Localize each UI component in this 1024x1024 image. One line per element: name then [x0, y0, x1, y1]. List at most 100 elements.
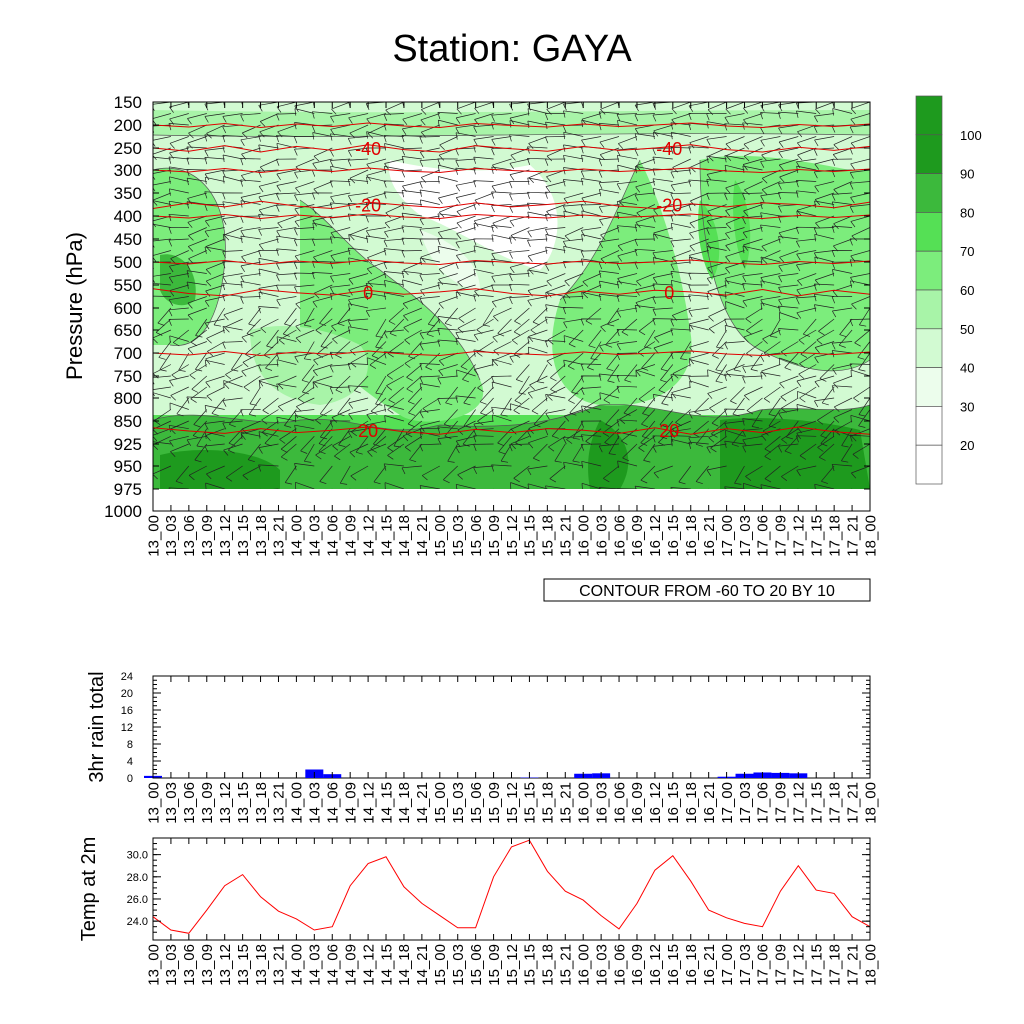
wind-barb — [751, 409, 763, 429]
wind-barb — [849, 204, 870, 213]
wind-barb — [404, 436, 423, 452]
wind-barb — [319, 465, 333, 485]
wind-barb — [295, 488, 297, 489]
wind-barb — [365, 202, 387, 210]
wind-barb — [258, 214, 279, 222]
wind-barb — [348, 326, 369, 334]
wind-barb — [455, 192, 476, 204]
wind-barb — [347, 318, 369, 328]
wind-barb — [745, 307, 763, 324]
wind-barb — [405, 420, 423, 438]
wind-barb — [455, 483, 476, 489]
wind-barb — [850, 280, 870, 288]
wind-barb — [563, 359, 584, 368]
x-tick-label: 14_06 — [325, 515, 342, 557]
wind-barb — [225, 364, 243, 380]
wind-barb — [350, 420, 369, 437]
wind-barb — [725, 429, 745, 438]
wind-barb — [186, 157, 207, 165]
wind-barb — [599, 188, 620, 197]
wind-barb — [527, 211, 548, 219]
colorbar-swatch — [915, 289, 943, 330]
temp-y-label: Temp at 2m — [78, 837, 100, 941]
wind-barb — [724, 123, 745, 131]
temperature-contour-label: -20 — [355, 196, 381, 216]
wind-barb — [383, 135, 404, 143]
wind-barb — [437, 435, 458, 445]
wind-barb — [419, 215, 440, 226]
wind-barb — [401, 237, 422, 245]
wind-barb — [763, 386, 781, 403]
x-tick-label: 17_00 — [719, 782, 736, 824]
wind-barb — [603, 465, 620, 483]
wind-barb — [850, 102, 870, 115]
wind-barb — [222, 192, 243, 200]
x-tick-label: 18_00 — [862, 515, 879, 557]
wind-barb — [652, 435, 673, 443]
wind-barb — [814, 192, 835, 206]
wind-barb — [312, 364, 333, 377]
wind-barb — [473, 238, 494, 246]
y-tick-label: 150 — [114, 93, 142, 112]
wind-barb — [598, 293, 620, 301]
wind-barb — [580, 250, 602, 258]
wind-barb — [545, 121, 566, 130]
wind-barb — [241, 250, 261, 263]
wind-barb — [795, 190, 817, 198]
wind-barb — [724, 440, 745, 448]
rain-y-tick-label: 24 — [121, 671, 133, 683]
wind-barb — [294, 352, 315, 363]
wind-barb — [491, 284, 512, 292]
wind-barb — [276, 359, 297, 367]
wind-barb — [616, 488, 638, 489]
wind-barb — [780, 386, 799, 402]
wind-barb — [339, 465, 351, 485]
wind-barb — [153, 375, 171, 385]
wind-barb — [222, 233, 243, 242]
x-tick-label: 17_06 — [755, 515, 772, 557]
wind-barb — [635, 284, 655, 296]
wind-barb — [708, 318, 727, 334]
wind-barb — [248, 397, 261, 417]
wind-barb — [859, 307, 870, 327]
wind-barb — [258, 181, 279, 193]
wind-barb — [294, 463, 315, 471]
wind-barb — [313, 147, 333, 162]
wind-barb — [153, 282, 171, 290]
shade-core-3 — [720, 418, 870, 489]
wind-barb — [571, 375, 584, 395]
wind-barb — [545, 394, 566, 402]
wind-barb — [706, 273, 727, 285]
wind-barb — [492, 329, 512, 343]
wind-barb — [387, 341, 405, 358]
wind-barb — [211, 397, 225, 416]
wind-barb — [330, 133, 351, 141]
wind-barb — [338, 428, 351, 448]
wind-barb — [258, 144, 279, 152]
x-tick-label: 15_09 — [486, 782, 503, 824]
wind-barb — [670, 261, 691, 271]
wind-barb — [707, 386, 727, 399]
wind-barb — [491, 273, 512, 283]
wind-barb — [204, 246, 225, 254]
wind-barb — [388, 307, 405, 325]
wind-barb — [349, 227, 369, 241]
wind-barb — [401, 202, 422, 210]
x-tick-label: 15_21 — [558, 515, 575, 557]
wind-barb — [527, 120, 548, 128]
wind-barb — [562, 307, 584, 315]
x-tick-label: 17_21 — [844, 782, 861, 824]
wind-barb — [293, 272, 315, 280]
x-tick-label: 13_06 — [181, 944, 198, 986]
wind-barb — [301, 364, 315, 383]
wind-barb — [509, 250, 530, 259]
wind-barb — [527, 483, 548, 489]
wind-barb — [545, 246, 566, 254]
wind-barb — [849, 318, 870, 327]
wind-barb — [513, 341, 530, 358]
x-tick-label: 13_03 — [163, 944, 180, 986]
wind-barb — [708, 488, 709, 489]
wind-barb — [563, 154, 584, 163]
wind-barb — [365, 215, 387, 223]
x-tick-label: 15_15 — [522, 515, 539, 557]
